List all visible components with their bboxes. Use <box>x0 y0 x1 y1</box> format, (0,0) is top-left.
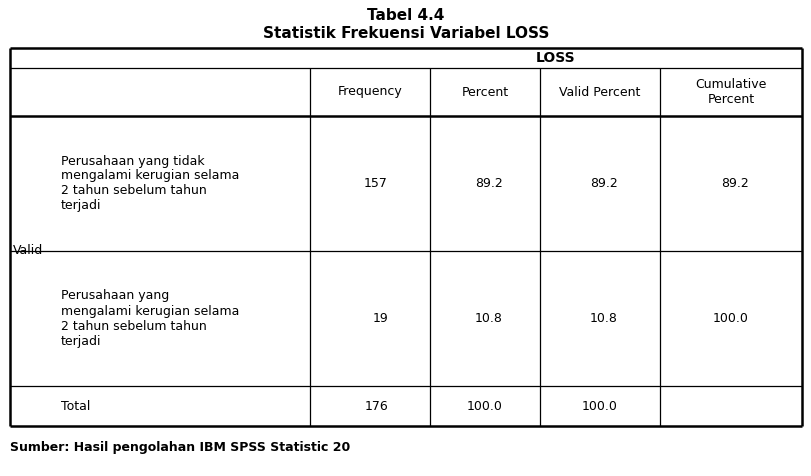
Text: 176: 176 <box>364 399 388 413</box>
Text: Perusahaan yang
mengalami kerugian selama
2 tahun sebelum tahun
terjadi: Perusahaan yang mengalami kerugian selam… <box>61 289 239 347</box>
Text: 89.2: 89.2 <box>720 177 748 190</box>
Text: 10.8: 10.8 <box>590 312 617 325</box>
Text: Percent: Percent <box>461 86 508 99</box>
Text: 89.2: 89.2 <box>590 177 617 190</box>
Text: Total: Total <box>61 399 90 413</box>
Text: Valid: Valid <box>13 245 43 258</box>
Text: Tabel 4.4: Tabel 4.4 <box>367 9 444 23</box>
Text: 100.0: 100.0 <box>712 312 748 325</box>
Text: 19: 19 <box>371 312 388 325</box>
Text: Sumber: Hasil pengolahan IBM SPSS Statistic 20: Sumber: Hasil pengolahan IBM SPSS Statis… <box>10 442 350 455</box>
Text: 100.0: 100.0 <box>581 399 617 413</box>
Text: LOSS: LOSS <box>535 51 575 65</box>
Text: Valid Percent: Valid Percent <box>559 86 640 99</box>
Text: 89.2: 89.2 <box>474 177 502 190</box>
Text: Frequency: Frequency <box>337 86 402 99</box>
Text: Perusahaan yang tidak
mengalami kerugian selama
2 tahun sebelum tahun
terjadi: Perusahaan yang tidak mengalami kerugian… <box>61 155 239 212</box>
Text: Statistik Frekuensi Variabel LOSS: Statistik Frekuensi Variabel LOSS <box>263 27 548 41</box>
Text: 157: 157 <box>363 177 388 190</box>
Text: 10.8: 10.8 <box>474 312 502 325</box>
Text: 100.0: 100.0 <box>466 399 502 413</box>
Text: Cumulative
Percent: Cumulative Percent <box>694 78 766 106</box>
